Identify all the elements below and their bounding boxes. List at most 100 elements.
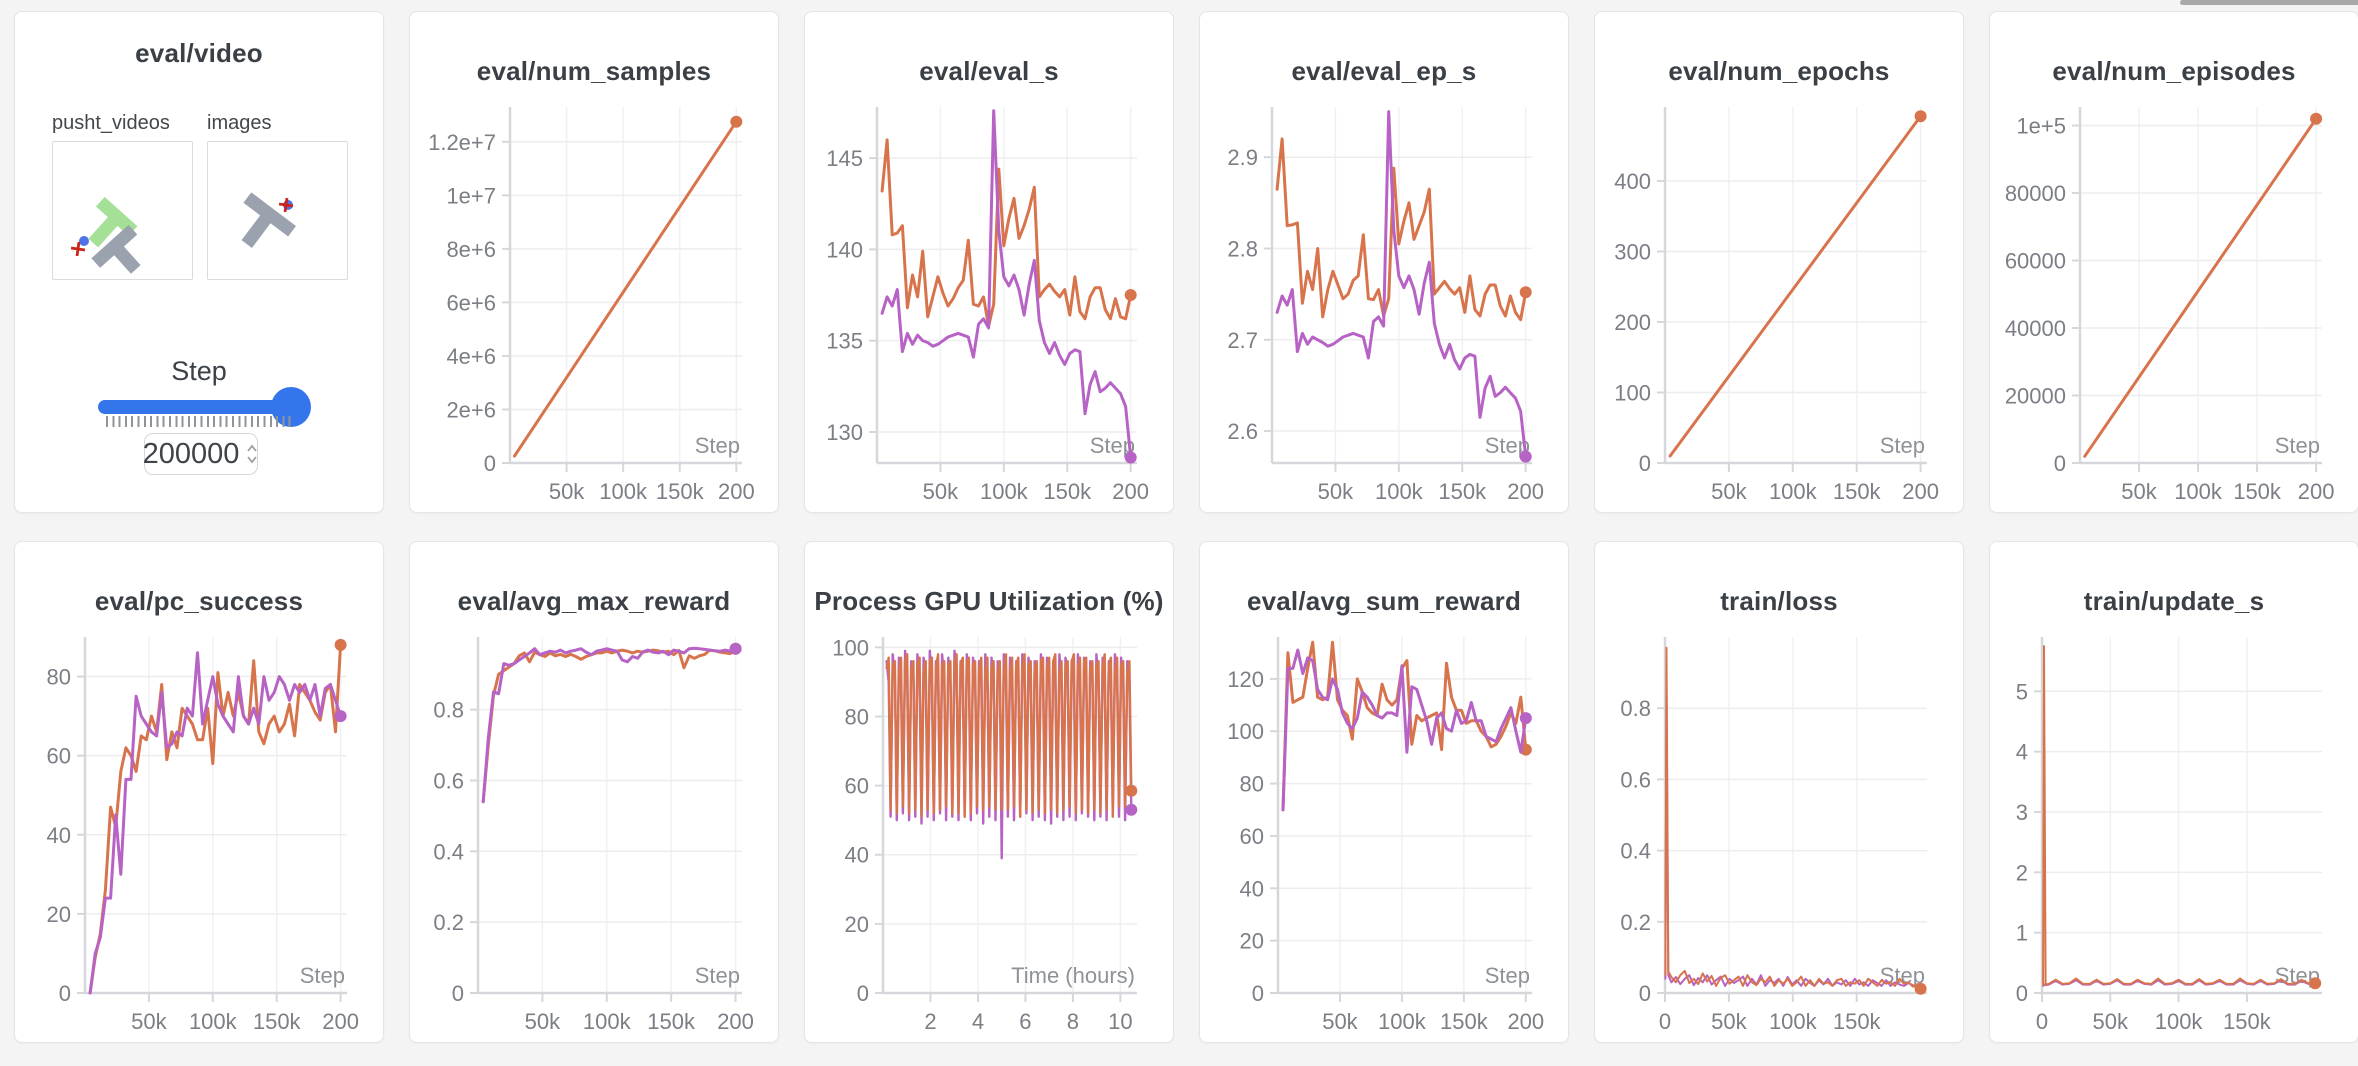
- line-chart[interactable]: 0 20 40 60 80 100 120 50k 100k 150k 200 Step: [1200, 625, 1569, 1043]
- svg-text:Step: Step: [695, 433, 740, 458]
- svg-text:100k: 100k: [189, 1009, 238, 1034]
- svg-text:150k: 150k: [1833, 1009, 1882, 1034]
- panel-title: eval/num_epochs: [1668, 56, 1890, 86]
- svg-text:0: 0: [1252, 981, 1264, 1006]
- svg-text:Step: Step: [1880, 433, 1925, 458]
- svg-text:Step: Step: [1485, 963, 1530, 988]
- panel-title: eval/num_episodes: [2052, 56, 2296, 86]
- svg-text:0: 0: [857, 981, 869, 1006]
- target-cross: [278, 197, 294, 213]
- svg-text:2.6: 2.6: [1227, 419, 1258, 444]
- svg-text:2: 2: [2016, 860, 2028, 885]
- panel-eval-avg-max-reward: eval/avg_max_reward 0 0.2 0.4 0.6 0.8 50k 100k…: [409, 541, 779, 1043]
- svg-text:100k: 100k: [980, 479, 1029, 504]
- line-chart[interactable]: 0 0.2 0.4 0.6 0.8 50k 100k 150k 200 Step: [410, 625, 779, 1043]
- svg-text:200: 200: [1112, 479, 1149, 504]
- panel-train-loss: train/loss 0 0.2 0.4 0.6 0.8 0 50k 100k 150k Step: [1594, 541, 1964, 1043]
- panel-eval-num-epochs: eval/num_epochs 0 100 200 300 400 50k 100k 150k…: [1594, 11, 1964, 513]
- svg-text:Time (hours): Time (hours): [1011, 963, 1135, 988]
- panel-title: eval/eval_s: [919, 56, 1059, 86]
- line-chart[interactable]: 0 100 200 300 400 50k 100k 150k 200 Step: [1595, 95, 1964, 513]
- svg-text:400: 400: [1614, 169, 1651, 194]
- line-chart[interactable]: 0 20000 40000 60000 80000 1e+5 50k 100k 150k 200 S…: [1990, 95, 2358, 513]
- svg-text:100k: 100k: [599, 479, 648, 504]
- svg-text:0: 0: [2054, 451, 2066, 476]
- images-scene-image: [241, 192, 296, 248]
- svg-text:50k: 50k: [1322, 1009, 1358, 1034]
- line-chart[interactable]: 0 20 40 60 80 50k 100k 150k 200 Step: [15, 625, 384, 1043]
- step-slider[interactable]: [98, 387, 311, 427]
- svg-text:8: 8: [1067, 1009, 1079, 1034]
- panel-eval-num-samples: eval/num_samples 0 2e+6 4e+6 6e+6 8e+6 1e+7 1.…: [409, 11, 779, 513]
- svg-text:50k: 50k: [131, 1009, 167, 1034]
- svg-text:5: 5: [2016, 679, 2028, 704]
- panel-title: eval/eval_ep_s: [1291, 56, 1477, 86]
- svg-text:1e+5: 1e+5: [2016, 114, 2066, 139]
- svg-text:200: 200: [1902, 479, 1939, 504]
- svg-text:40: 40: [47, 823, 71, 848]
- svg-text:40: 40: [1240, 876, 1264, 901]
- svg-text:150k: 150k: [1833, 479, 1882, 504]
- svg-text:50k: 50k: [1711, 1009, 1747, 1034]
- svg-text:0.8: 0.8: [1620, 696, 1651, 721]
- svg-text:2: 2: [924, 1009, 936, 1034]
- horizontal-scrollbar-thumb[interactable]: [2180, 0, 2358, 5]
- pusht-videos-thumbnail[interactable]: [52, 141, 193, 280]
- svg-text:200: 200: [1507, 1009, 1544, 1034]
- line-chart[interactable]: 0 2e+6 4e+6 6e+6 8e+6 1e+7 1.2e+7 50k 100k 150k 20…: [410, 95, 779, 513]
- svg-text:Step: Step: [300, 963, 345, 988]
- svg-text:2.8: 2.8: [1227, 236, 1258, 261]
- svg-text:60: 60: [1240, 824, 1264, 849]
- svg-text:2.9: 2.9: [1227, 145, 1258, 170]
- svg-text:80000: 80000: [2005, 181, 2066, 206]
- svg-text:8e+6: 8e+6: [446, 237, 496, 262]
- svg-text:100k: 100k: [2174, 479, 2223, 504]
- svg-text:100k: 100k: [1769, 1009, 1818, 1034]
- svg-text:0: 0: [484, 451, 496, 476]
- panel-eval-video: eval/video pusht_videos: [14, 11, 384, 513]
- svg-text:6: 6: [1019, 1009, 1031, 1034]
- thumbnail-label: pusht_videos: [52, 112, 170, 134]
- svg-text:0: 0: [1639, 981, 1651, 1006]
- svg-text:145: 145: [826, 146, 863, 171]
- svg-text:100k: 100k: [1378, 1009, 1427, 1034]
- slider-track[interactable]: [98, 400, 302, 414]
- svg-text:0.2: 0.2: [433, 910, 464, 935]
- stepper-arrows[interactable]: [245, 441, 259, 467]
- panel-title: train/loss: [1720, 586, 1838, 616]
- svg-text:150k: 150k: [1043, 479, 1092, 504]
- line-chart[interactable]: 0 20 40 60 80 100 2 4 6 8 10 Time (hours): [805, 625, 1174, 1043]
- svg-text:20: 20: [47, 902, 71, 927]
- panel-process-gpu-utilization: Process GPU Utilization (%) 0 20 40 60 80 100…: [804, 541, 1174, 1043]
- svg-text:0: 0: [452, 981, 464, 1006]
- svg-text:0.4: 0.4: [433, 839, 464, 864]
- step-number-input[interactable]: 200000: [142, 433, 259, 475]
- panel-grid: eval/video pusht_videos: [14, 11, 2358, 1043]
- svg-text:0: 0: [1639, 451, 1651, 476]
- svg-text:50k: 50k: [2093, 1009, 2129, 1034]
- svg-text:80: 80: [47, 665, 71, 690]
- panel-eval-pc-success: eval/pc_success 0 20 40 60 80 50k 100k 150k 200 S…: [14, 541, 384, 1043]
- agent-dot: [79, 236, 89, 246]
- step-value[interactable]: 200000: [142, 437, 240, 470]
- images-thumbnail[interactable]: [207, 141, 348, 280]
- svg-text:100k: 100k: [583, 1009, 632, 1034]
- svg-text:200: 200: [1507, 479, 1544, 504]
- svg-text:6e+6: 6e+6: [446, 290, 496, 315]
- svg-text:120: 120: [1227, 667, 1264, 692]
- svg-text:150k: 150k: [253, 1009, 302, 1034]
- svg-text:0: 0: [2036, 1009, 2048, 1034]
- svg-text:200: 200: [718, 479, 755, 504]
- media-thumbnails: pusht_videos: [52, 112, 348, 280]
- panel-title: eval/num_samples: [476, 56, 712, 86]
- svg-text:0.8: 0.8: [433, 698, 464, 723]
- svg-text:1.2e+7: 1.2e+7: [428, 130, 496, 155]
- svg-text:4: 4: [2016, 740, 2028, 765]
- svg-text:50k: 50k: [923, 479, 959, 504]
- svg-text:1: 1: [2016, 921, 2028, 946]
